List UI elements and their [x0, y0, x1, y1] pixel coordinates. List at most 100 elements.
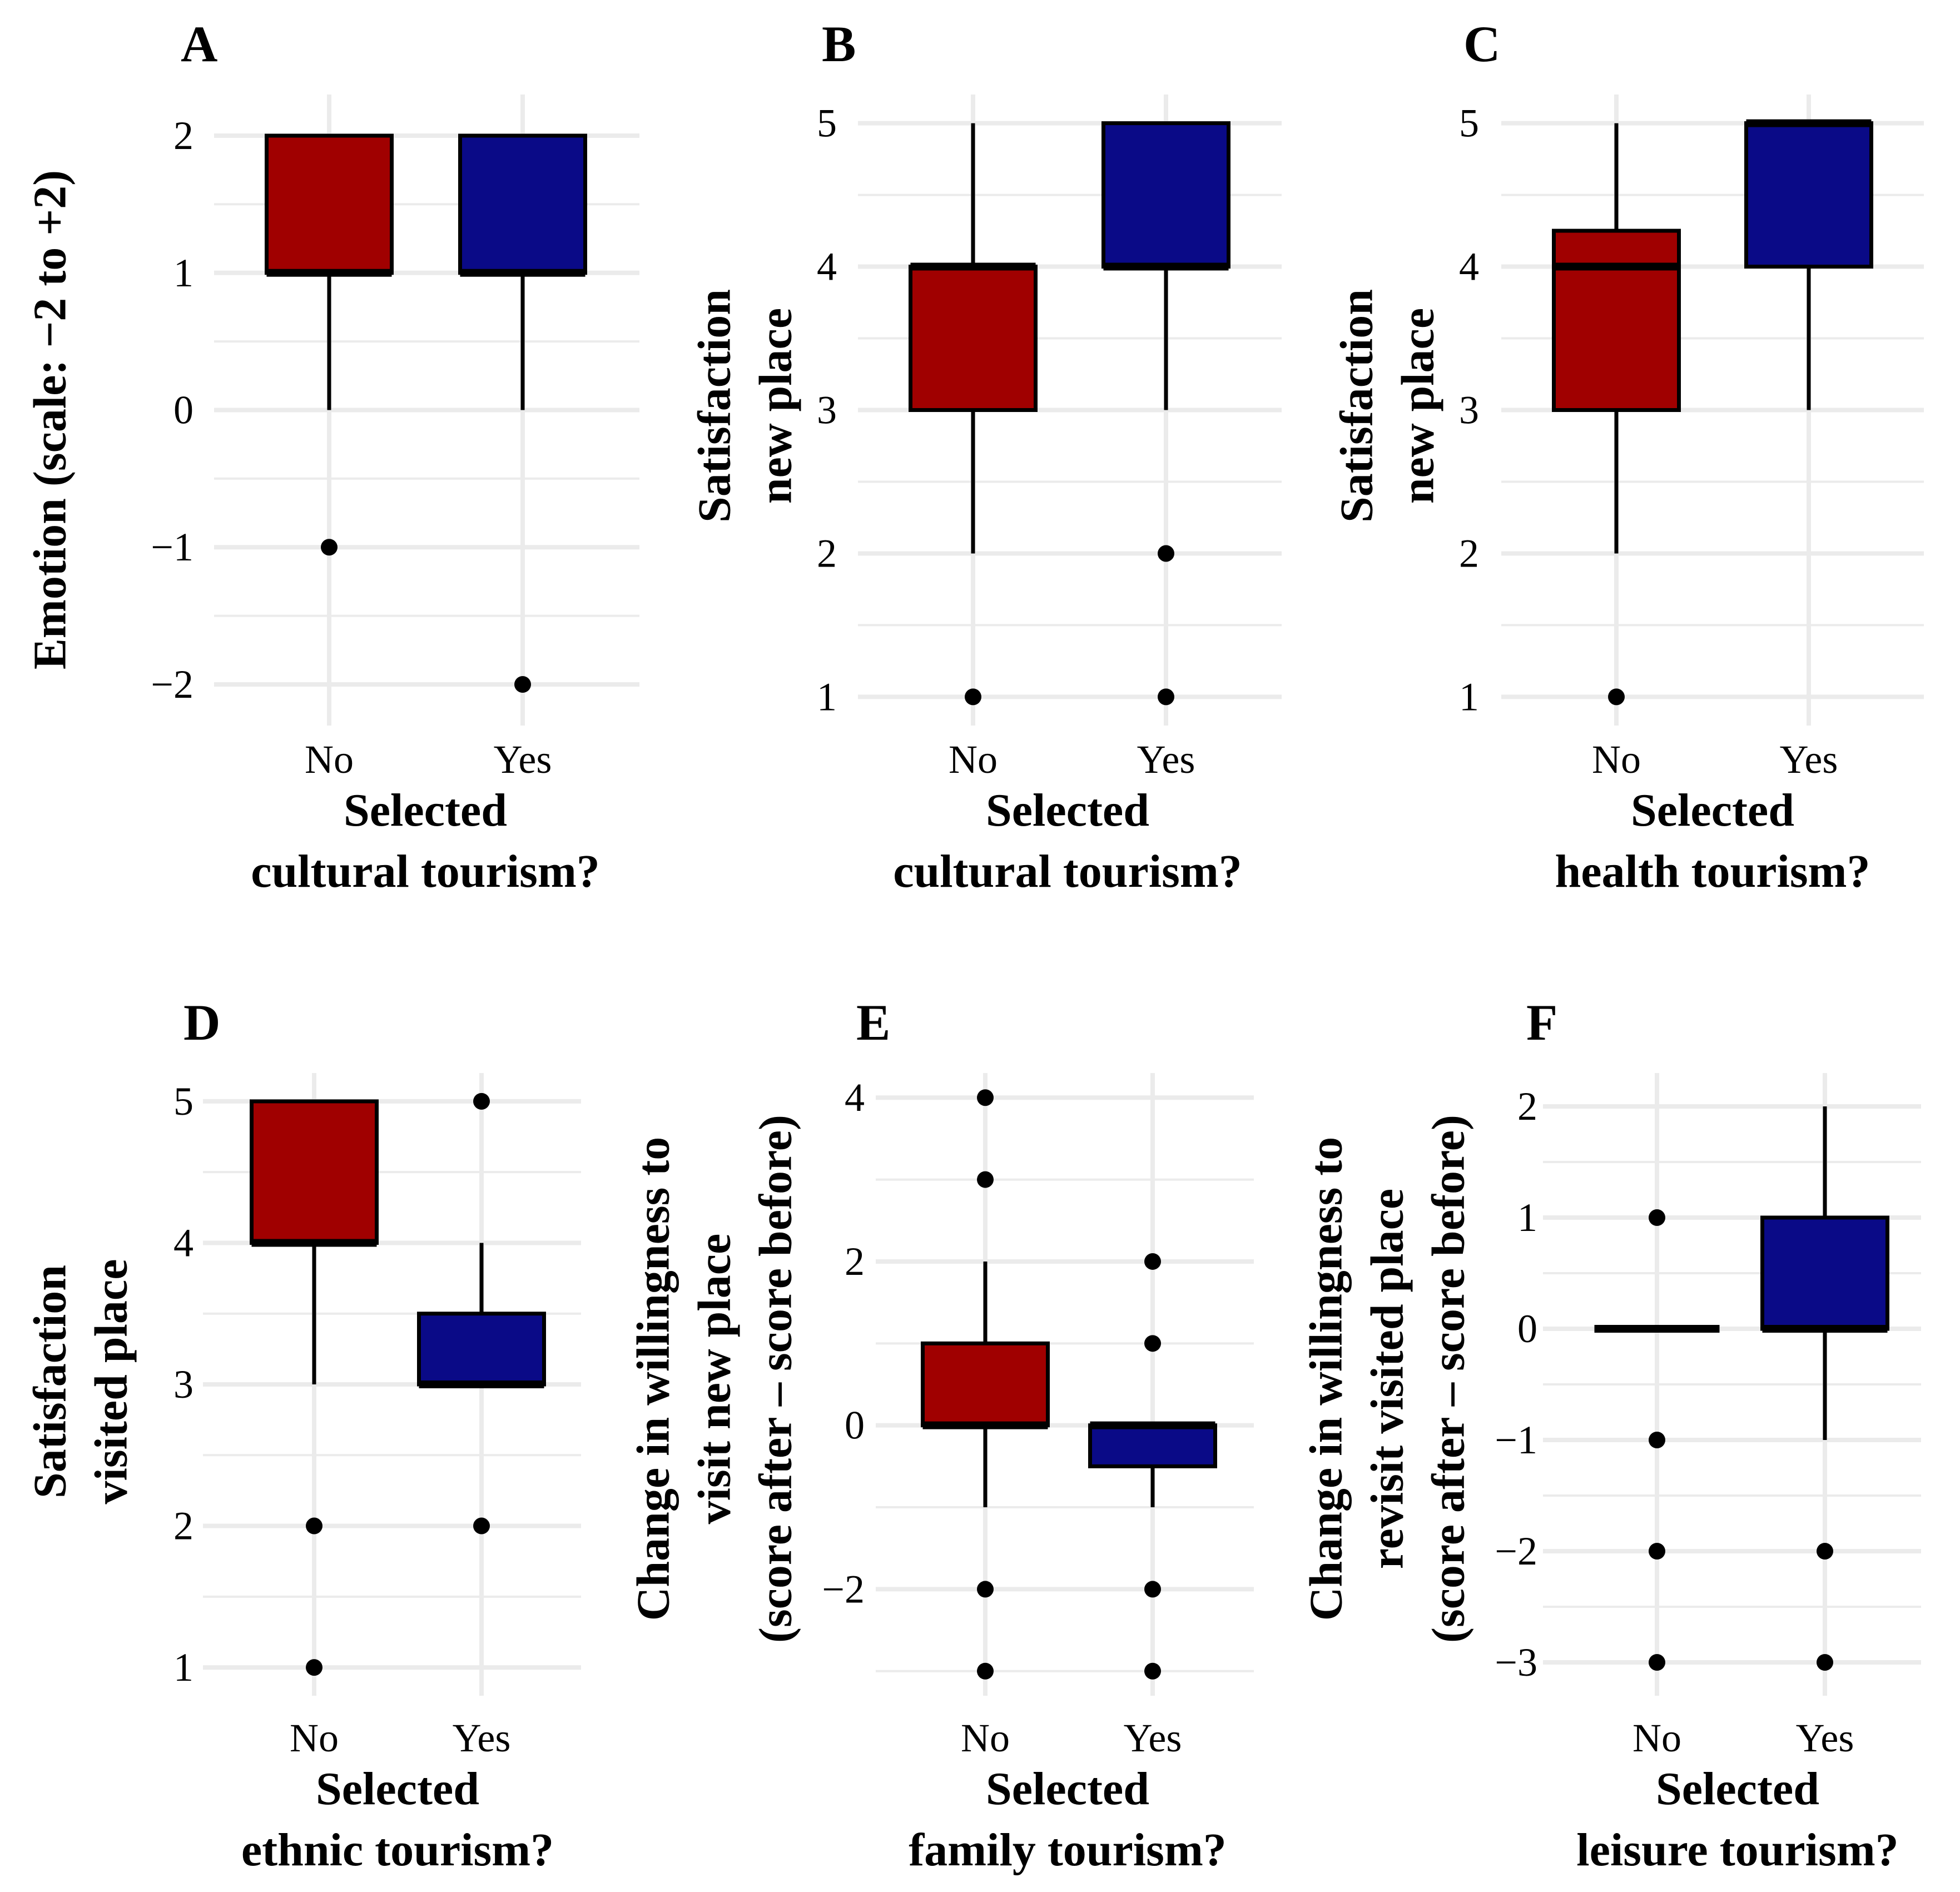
- panel-label: F: [1526, 994, 1557, 1051]
- y-tick-label: 0: [845, 1403, 865, 1448]
- y-tick-label: −2: [822, 1567, 865, 1611]
- y-tick-label: 4: [817, 245, 837, 289]
- box-body: [1744, 121, 1873, 269]
- y-axis-title: Change in willingness to: [1301, 1137, 1352, 1621]
- outlier-point: [473, 1517, 490, 1535]
- y-tick-label: 1: [1459, 674, 1479, 719]
- x-tick-label: No: [949, 737, 998, 782]
- outlier-point: [977, 1089, 994, 1106]
- y-tick-label: −1: [1495, 1418, 1537, 1462]
- y-tick-label: 2: [173, 113, 193, 158]
- y-tick-label: 5: [817, 101, 837, 146]
- outlier-point: [1158, 545, 1174, 562]
- outlier-point: [306, 1659, 322, 1676]
- y-tick-label: −2: [151, 662, 193, 707]
- y-tick-label: 3: [173, 1362, 193, 1407]
- box-no: [1594, 1209, 1720, 1671]
- box-body: [909, 265, 1038, 412]
- x-axis-title: health tourism?: [1555, 846, 1870, 897]
- x-axis-title: cultural tourism?: [893, 846, 1242, 897]
- y-axis-title: new place: [750, 308, 802, 504]
- panel-label: C: [1463, 16, 1500, 72]
- outlier-point: [1608, 688, 1625, 706]
- outlier-point: [473, 1093, 490, 1110]
- box-no: [265, 133, 394, 556]
- box-body: [1088, 1423, 1217, 1468]
- y-axis-title: visit new place: [689, 1234, 741, 1524]
- box-yes: [1088, 1253, 1217, 1680]
- box-body: [1760, 1215, 1889, 1331]
- box-no: [250, 1099, 379, 1676]
- x-axis-title: cultural tourism?: [251, 846, 600, 897]
- y-axis-title: Emotion (scale: −2 to +2): [24, 170, 76, 669]
- y-tick-label: −2: [1495, 1529, 1537, 1573]
- x-tick-label: Yes: [453, 1716, 511, 1760]
- outlier-point: [1144, 1335, 1161, 1352]
- box-yes: [1760, 1106, 1889, 1671]
- outlier-point: [321, 539, 338, 556]
- box-yes: [417, 1093, 546, 1535]
- x-tick-label: Yes: [1796, 1716, 1854, 1760]
- y-axis-title: Change in willingness to: [628, 1137, 679, 1621]
- y-tick-label: 2: [817, 531, 837, 575]
- y-axis-title: Satisfaction: [1331, 289, 1383, 523]
- y-tick-label: 2: [1459, 531, 1479, 575]
- y-tick-label: 4: [845, 1075, 865, 1120]
- panel-label: B: [822, 16, 856, 72]
- box-no: [1552, 123, 1681, 706]
- y-tick-label: 0: [173, 388, 193, 433]
- outlier-point: [1144, 1253, 1161, 1270]
- x-tick-label: Yes: [494, 737, 552, 782]
- box-body: [458, 133, 587, 275]
- panel-label: E: [856, 994, 890, 1051]
- outlier-point: [965, 688, 981, 706]
- x-axis-title: Selected: [1656, 1763, 1819, 1815]
- box-body: [250, 1099, 379, 1245]
- outlier-point: [1649, 1209, 1665, 1226]
- x-tick-label: No: [305, 737, 354, 782]
- y-tick-label: 5: [173, 1079, 193, 1124]
- box-no: [921, 1089, 1050, 1680]
- box-yes: [1101, 121, 1230, 706]
- y-tick-label: −3: [1495, 1640, 1537, 1685]
- y-tick-label: 4: [173, 1220, 193, 1265]
- box-body: [265, 133, 394, 275]
- y-tick-label: 2: [845, 1239, 865, 1284]
- x-tick-label: No: [290, 1716, 339, 1760]
- x-tick-label: No: [961, 1716, 1010, 1760]
- y-axis-title: Satisfaction: [689, 289, 741, 523]
- y-tick-label: 1: [817, 674, 837, 719]
- x-axis-title: family tourism?: [909, 1824, 1227, 1876]
- outlier-point: [977, 1171, 994, 1188]
- outlier-point: [1649, 1543, 1665, 1560]
- outlier-point: [1144, 1662, 1161, 1680]
- y-tick-label: 3: [1459, 388, 1479, 433]
- x-axis-title: leisure tourism?: [1576, 1824, 1898, 1876]
- outlier-point: [1649, 1432, 1665, 1448]
- y-tick-label: 2: [1517, 1084, 1537, 1129]
- y-axis-title: revisit visited place: [1362, 1189, 1413, 1569]
- y-axis-title: (score after – score before): [750, 1115, 802, 1643]
- outlier-point: [306, 1517, 322, 1535]
- x-tick-label: Yes: [1124, 1716, 1182, 1760]
- y-tick-label: 1: [173, 251, 193, 295]
- outlier-point: [1817, 1654, 1833, 1671]
- panel-label: D: [183, 994, 220, 1051]
- x-tick-label: No: [1632, 1716, 1681, 1760]
- y-tick-label: 5: [1459, 101, 1479, 146]
- box-body: [417, 1312, 546, 1387]
- x-axis-title: Selected: [1631, 784, 1794, 836]
- box-body: [1552, 229, 1681, 412]
- y-tick-label: −1: [151, 525, 193, 569]
- x-axis-title: Selected: [344, 784, 507, 836]
- y-tick-label: 4: [1459, 245, 1479, 289]
- y-tick-label: 1: [1517, 1195, 1537, 1240]
- x-tick-label: Yes: [1137, 737, 1195, 782]
